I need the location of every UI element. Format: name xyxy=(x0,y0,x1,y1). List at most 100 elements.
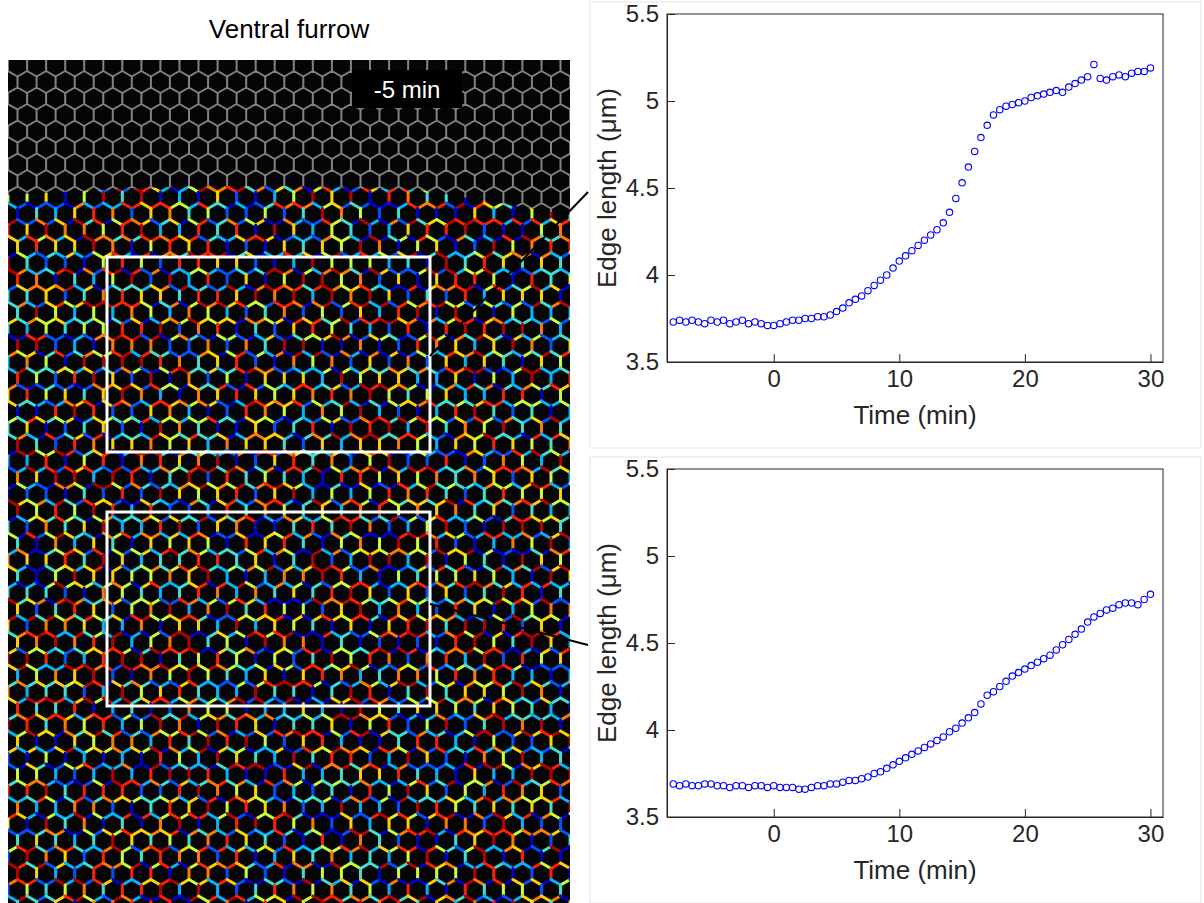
segmented-edge xyxy=(237,55,247,61)
segmented-edge xyxy=(570,236,580,242)
segmented-edge xyxy=(570,418,580,424)
segmented-edge xyxy=(0,286,8,292)
segmented-edge xyxy=(570,319,580,325)
segmented-edge xyxy=(570,385,580,391)
segmented-edge xyxy=(570,253,580,259)
segmented-edge xyxy=(0,170,8,176)
segmented-edge xyxy=(484,55,494,61)
segmented-edge xyxy=(570,302,580,308)
segmented-edge xyxy=(370,55,380,61)
segmented-edge xyxy=(0,385,8,391)
segmented-edge xyxy=(570,104,580,110)
segmented-edge xyxy=(0,352,8,358)
segmented-edge xyxy=(0,335,8,341)
segmented-edge xyxy=(456,55,466,61)
segmented-edge xyxy=(0,319,8,325)
segmented-edge xyxy=(418,55,428,61)
segmented-edge xyxy=(494,55,504,61)
segmented-edge xyxy=(570,484,580,490)
segmented-edge xyxy=(561,55,571,61)
segmented-edge xyxy=(570,187,580,193)
segmented-edge xyxy=(580,286,590,292)
segmented-edge xyxy=(570,335,580,341)
segmented-edge xyxy=(113,55,123,61)
segmented-edge xyxy=(65,55,75,61)
segmented-edge xyxy=(0,121,8,127)
figure: -5 minVentral furrow01020303.544.555.5Ti… xyxy=(0,0,1204,903)
segmented-edge xyxy=(580,253,590,259)
segmented-edge xyxy=(580,220,590,226)
segmented-edge xyxy=(465,55,475,61)
segmented-edge xyxy=(199,55,209,61)
segmented-edge xyxy=(0,550,8,556)
segmented-edge xyxy=(0,104,8,110)
segmented-edge xyxy=(580,88,590,94)
segmented-edge xyxy=(332,55,342,61)
segmented-edge xyxy=(570,533,580,539)
segmented-edge xyxy=(0,236,8,242)
segmented-edge xyxy=(427,55,437,61)
segmented-edge xyxy=(522,55,532,61)
segmented-edge xyxy=(56,55,66,61)
segmented-edge xyxy=(94,55,104,61)
segmented-edge xyxy=(341,55,351,61)
segmented-edge xyxy=(179,55,189,61)
segmented-edge xyxy=(8,55,18,61)
segmented-edge xyxy=(570,566,580,572)
segmented-edge xyxy=(570,71,580,77)
segmented-edge xyxy=(0,467,8,473)
segmented-edge xyxy=(0,434,8,440)
segmented-edge xyxy=(0,368,8,374)
segmented-edge xyxy=(570,269,580,275)
segmented-edge xyxy=(0,154,8,160)
segmented-edge xyxy=(360,55,370,61)
segmented-edge xyxy=(0,401,8,407)
segmented-edge xyxy=(0,71,8,77)
segmented-edge xyxy=(570,467,580,473)
segmented-edge xyxy=(75,55,85,61)
segmented-edge xyxy=(580,187,590,193)
segmented-edge xyxy=(218,55,228,61)
segmented-edge xyxy=(580,418,590,424)
segmented-edge xyxy=(389,55,399,61)
segmented-edge xyxy=(0,269,8,275)
segmented-edge xyxy=(408,55,418,61)
segmented-edge xyxy=(122,55,132,61)
segmented-edge xyxy=(580,385,590,391)
segmented-edge xyxy=(313,55,323,61)
segmented-edge xyxy=(141,55,151,61)
segmented-edge xyxy=(256,55,266,61)
segmented-edge xyxy=(189,55,199,61)
segmented-edge xyxy=(570,500,580,506)
segmented-edge xyxy=(0,451,8,457)
segmented-edge xyxy=(132,55,142,61)
segmented-edge xyxy=(570,137,580,143)
segmented-edge xyxy=(446,55,456,61)
segmented-edge xyxy=(580,319,590,325)
segmented-edge xyxy=(570,434,580,440)
segmented-edge xyxy=(246,55,256,61)
segmented-edge xyxy=(541,55,551,61)
segmented-edge xyxy=(303,55,313,61)
segmented-edge xyxy=(551,55,561,61)
segmented-edge xyxy=(0,418,8,424)
segmented-edge xyxy=(351,55,361,61)
segmented-edge xyxy=(580,55,590,61)
segmented-edge xyxy=(46,55,56,61)
segmented-edge xyxy=(380,55,390,61)
segmented-edge xyxy=(570,220,580,226)
segmented-edge xyxy=(0,517,8,523)
segmented-edge xyxy=(0,566,8,572)
segmented-edge xyxy=(0,484,8,490)
segmented-edge xyxy=(580,154,590,160)
segmented-edge xyxy=(0,55,8,61)
segmented-edge xyxy=(580,352,590,358)
segmented-edge xyxy=(580,550,590,556)
segmented-edge xyxy=(227,55,237,61)
segmented-edge xyxy=(570,550,580,556)
segmented-edge xyxy=(284,55,294,61)
segmented-edge xyxy=(475,55,485,61)
segmented-edge xyxy=(532,55,542,61)
segmented-edge xyxy=(399,55,409,61)
segmented-edge xyxy=(580,451,590,457)
